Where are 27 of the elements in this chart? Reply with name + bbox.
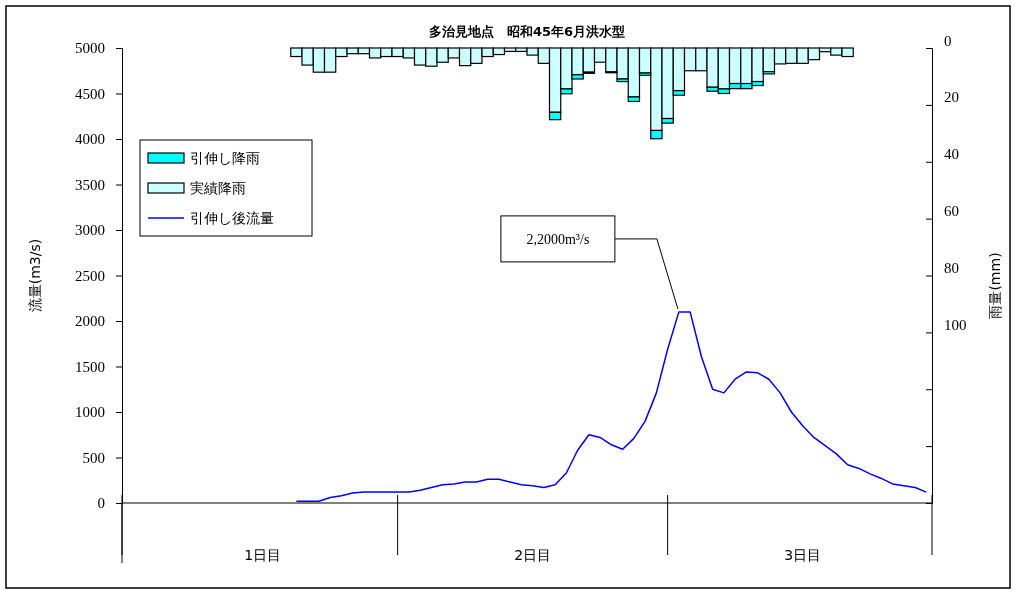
y-tick-label: 4500 xyxy=(75,85,105,102)
y2-tick-label: 100 xyxy=(944,316,967,333)
legend-label: 引伸し降雨 xyxy=(190,150,260,166)
y-tick-label: 0 xyxy=(97,495,105,512)
y2-tick-label: 20 xyxy=(944,89,959,106)
legend-label: 引伸し後流量 xyxy=(190,210,274,226)
x-tick-label: 1日目 xyxy=(244,547,282,563)
y-tick-label: 500 xyxy=(82,449,105,466)
y-tick-label: 1000 xyxy=(75,404,105,421)
x-tick-label: 2日目 xyxy=(514,547,552,563)
y-tick-label: 2500 xyxy=(75,267,105,284)
y-tick-label: 3500 xyxy=(75,176,105,193)
y-tick-label: 1500 xyxy=(75,358,105,375)
y2-tick-label: 40 xyxy=(944,146,959,163)
y-tick-label: 3000 xyxy=(75,222,105,239)
y2-tick-label: 80 xyxy=(944,260,959,276)
y-tick-label: 5000 xyxy=(75,40,105,57)
y2-tick-label: 60 xyxy=(944,203,959,220)
y-tick-label: 4000 xyxy=(75,131,105,148)
y-axis-title: 流量(m3/s) xyxy=(27,238,43,313)
y-tick-label: 2000 xyxy=(75,313,105,330)
chart-title: 多治見地点 昭和45年6月洪水型 xyxy=(428,24,626,39)
legend-label: 実績降雨 xyxy=(190,180,246,196)
y2-tick-label: 0 xyxy=(944,32,952,49)
annotation: 2,2000m³/s xyxy=(526,231,590,247)
x-tick-label: 3日目 xyxy=(784,547,822,563)
y2-axis-title: 雨量(mm) xyxy=(987,252,1003,319)
